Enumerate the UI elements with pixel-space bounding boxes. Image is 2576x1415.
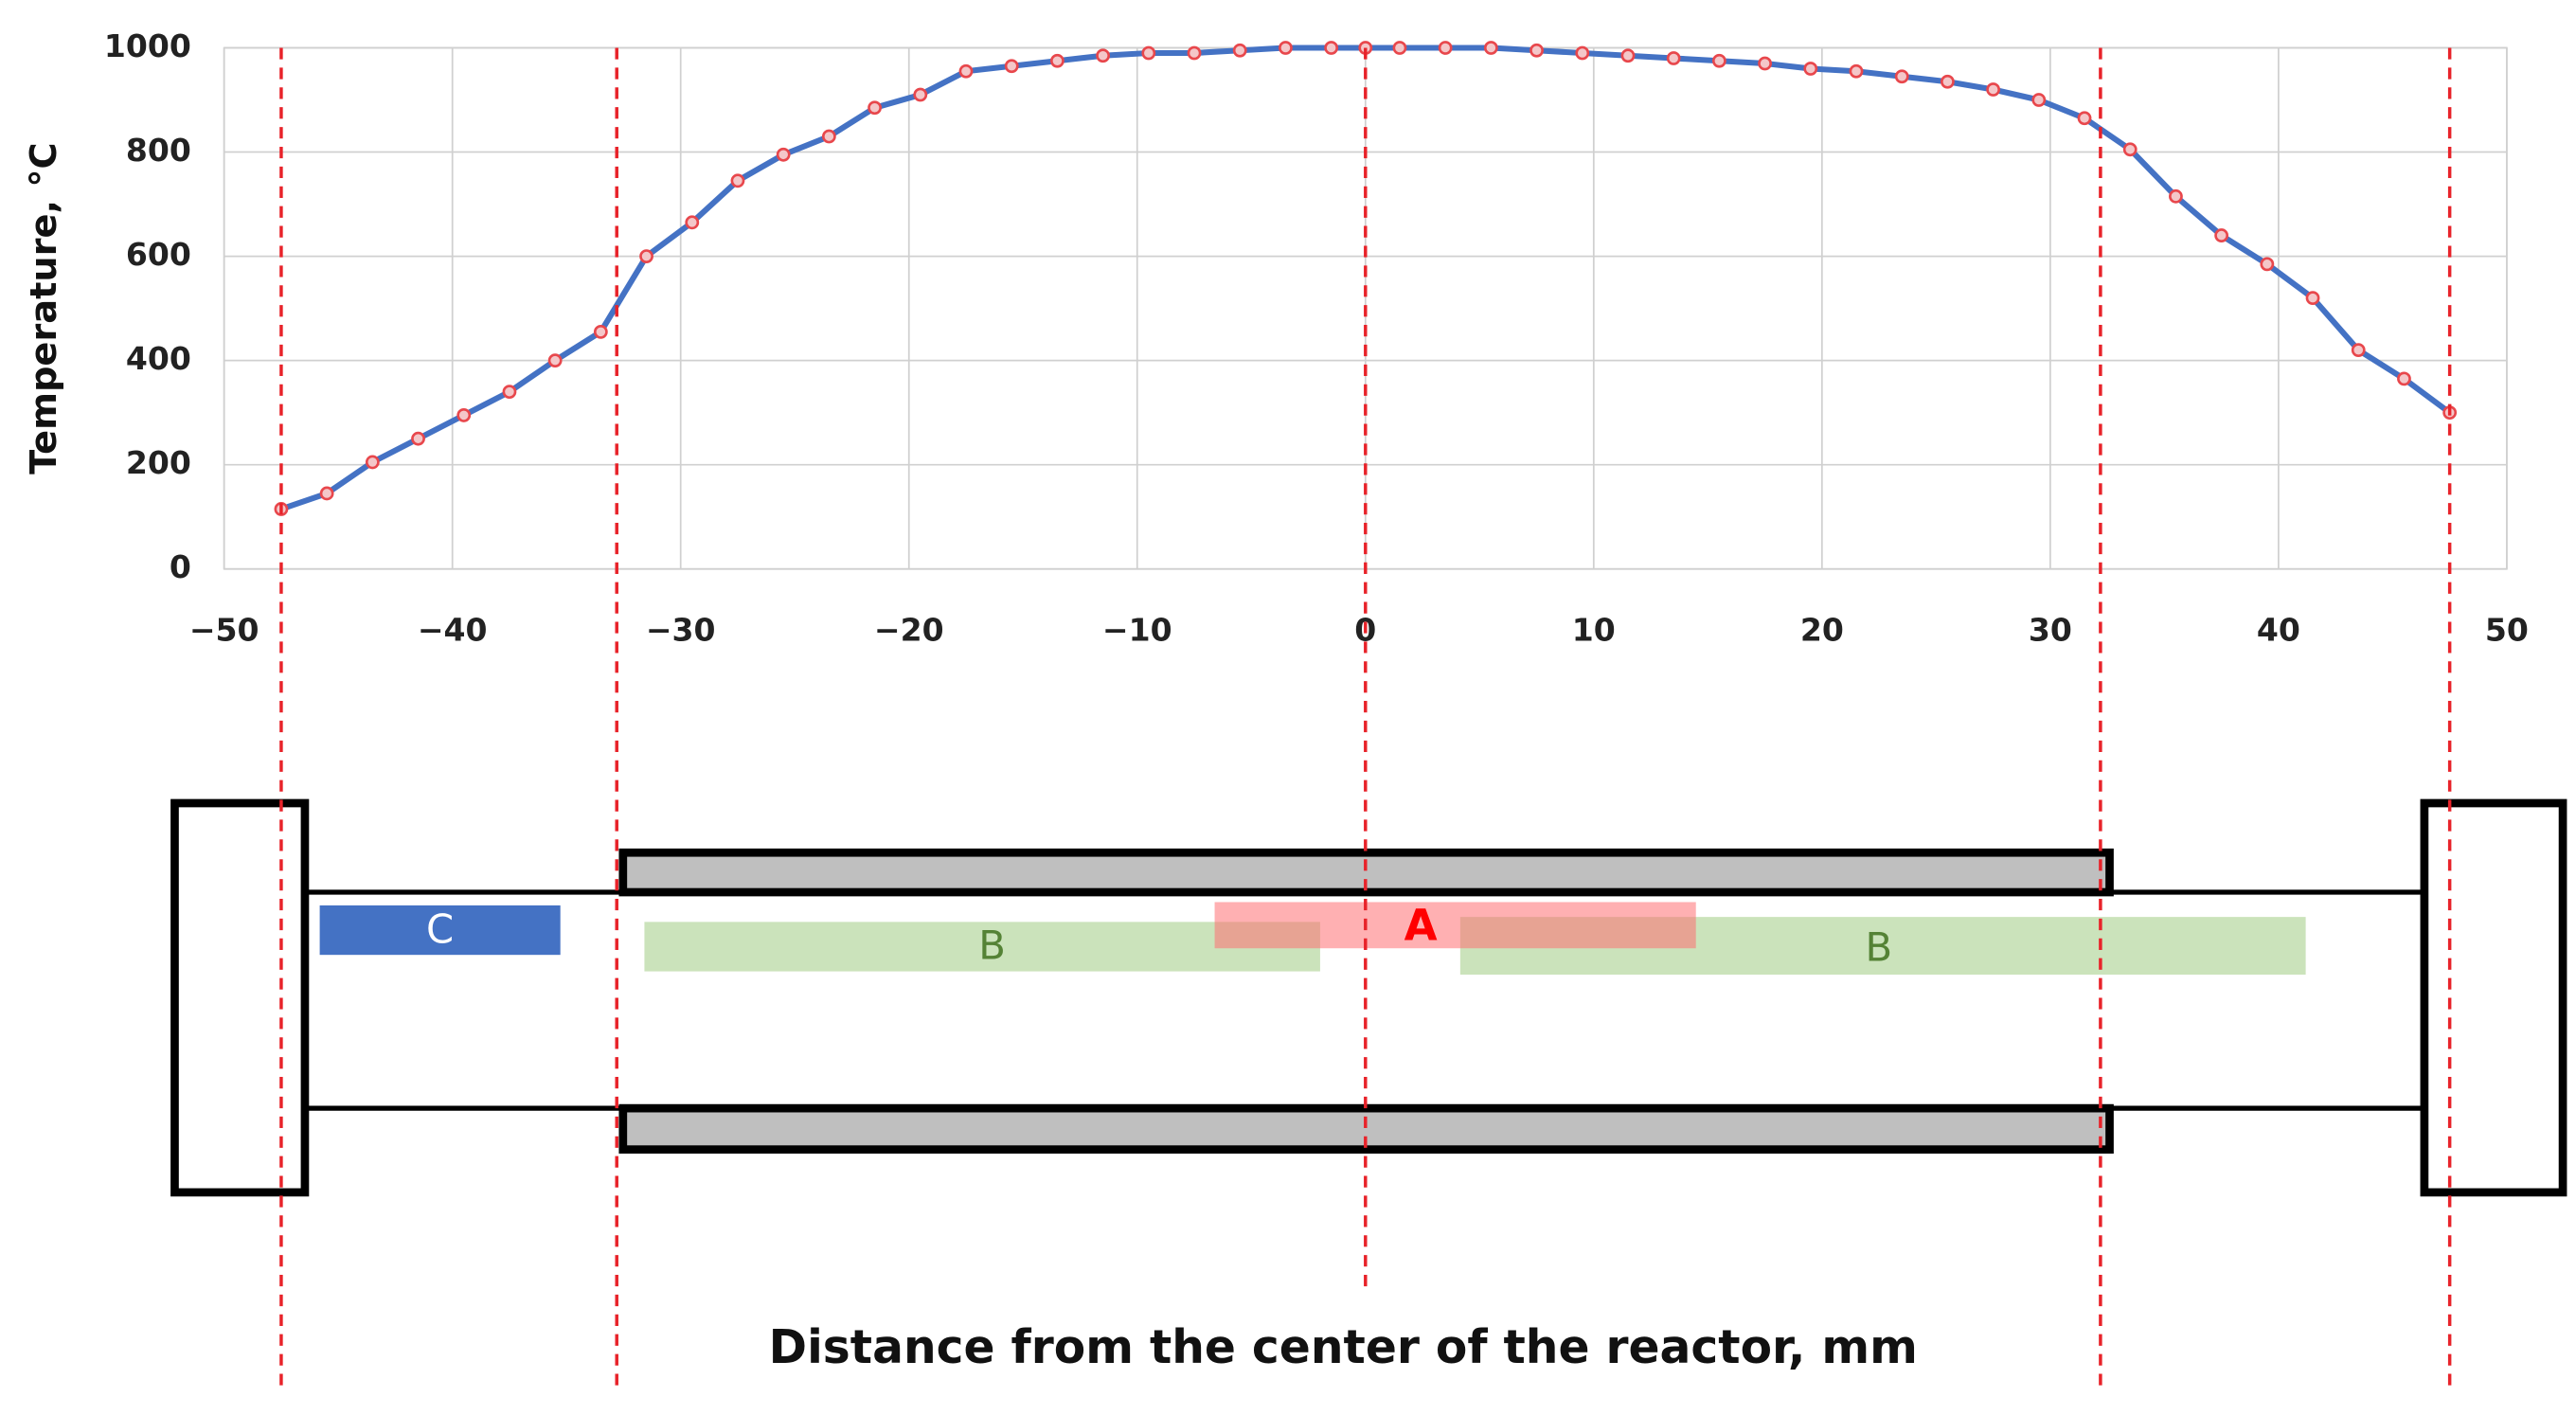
data-point	[1096, 48, 1111, 63]
x-tick-label: −30	[646, 611, 716, 648]
data-point	[547, 353, 563, 368]
data-point	[593, 324, 608, 339]
zone-label: B	[1866, 923, 1893, 970]
right-flange	[2420, 798, 2567, 1197]
x-tick-label: −40	[418, 611, 488, 648]
y-tick-label: 600	[126, 236, 191, 273]
data-point	[958, 63, 974, 79]
data-point	[319, 486, 334, 501]
data-point	[1575, 45, 1590, 61]
data-point	[1803, 62, 1818, 76]
furnace-bottom	[618, 1103, 2114, 1155]
y-tick-label: 0	[170, 548, 191, 585]
data-point	[411, 431, 425, 446]
data-point	[1392, 41, 1407, 55]
plot: 02004006008001000−50−40−30−20−1001020304…	[104, 27, 2529, 648]
data-point	[1894, 69, 1909, 84]
data-point	[868, 100, 882, 116]
data-point	[1141, 45, 1156, 61]
data-point	[2397, 371, 2411, 386]
data-point	[2260, 257, 2275, 272]
data-point	[1711, 53, 1726, 68]
data-point	[2351, 343, 2366, 358]
data-point	[502, 385, 517, 400]
data-point	[1438, 41, 1453, 55]
reactor-diagram: C B A B	[170, 798, 2567, 1197]
y-axis-title: Temperature, °C	[23, 142, 65, 475]
zone-label: C	[426, 905, 454, 952]
x-tick-label: −50	[189, 611, 259, 648]
data-point	[1187, 45, 1202, 61]
data-point	[913, 87, 928, 102]
y-tick-label: 800	[126, 132, 191, 169]
left-flange	[170, 798, 310, 1197]
data-point	[685, 215, 700, 230]
x-tick-label: 10	[1572, 611, 1616, 648]
x-tick-label: 30	[2029, 611, 2072, 648]
data-point	[1666, 51, 1681, 65]
x-tick-label: −20	[874, 611, 944, 648]
zone-label: B	[978, 922, 1006, 969]
data-point	[456, 408, 472, 422]
data-point	[1004, 59, 1019, 74]
y-tick-label: 400	[126, 340, 191, 377]
zone-c	[319, 905, 561, 956]
data-point	[1849, 63, 1864, 79]
data-point	[1324, 41, 1339, 55]
x-tick-label: 40	[2257, 611, 2300, 648]
data-point	[2031, 93, 2047, 107]
y-tick-label: 1000	[104, 27, 191, 64]
data-point	[1530, 43, 1544, 58]
data-point	[730, 173, 745, 188]
x-tick-label: 50	[2485, 611, 2529, 648]
data-point	[1483, 41, 1498, 55]
zone-label: A	[1404, 900, 1438, 950]
x-tick-label: −10	[1102, 611, 1172, 648]
x-axis-title: Distance from the center of the reactor,…	[769, 1321, 1918, 1374]
data-point	[1941, 74, 1955, 89]
data-point	[639, 249, 653, 263]
data-point	[1232, 43, 1247, 58]
data-point	[2169, 188, 2183, 204]
data-point	[2122, 142, 2138, 157]
data-point	[821, 129, 836, 144]
data-point	[1279, 41, 1293, 55]
data-point	[2305, 291, 2320, 306]
data-point	[1050, 53, 1064, 68]
data-point	[776, 147, 791, 162]
data-point	[365, 455, 380, 470]
data-point	[1758, 56, 1772, 71]
data-point	[2077, 111, 2092, 126]
y-tick-label: 200	[126, 444, 191, 481]
data-point	[1986, 82, 2001, 97]
zone-a	[1214, 902, 1696, 949]
x-tick-label: 20	[1800, 611, 1844, 648]
zone-b	[644, 922, 1320, 972]
data-point	[1620, 48, 1636, 63]
data-point	[2214, 228, 2229, 242]
